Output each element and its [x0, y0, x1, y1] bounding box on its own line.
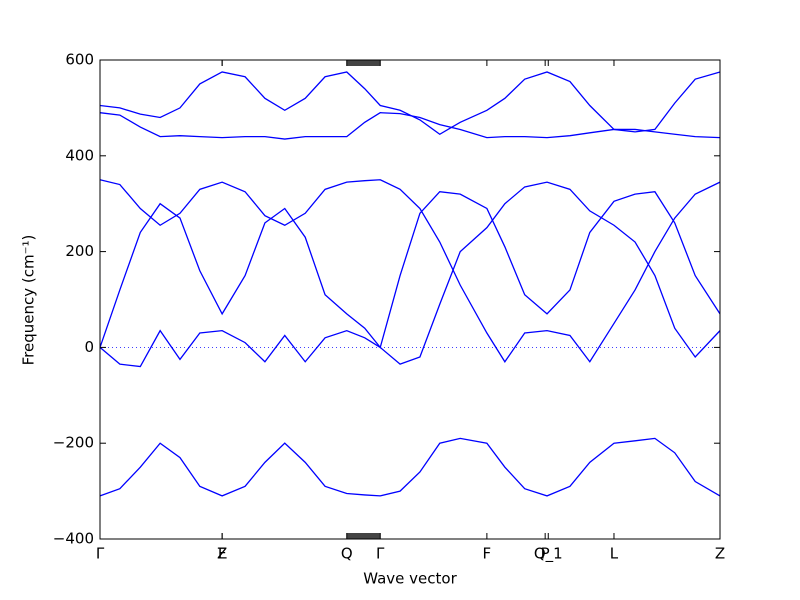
band-line [99, 112, 721, 140]
x-tick-label: L [610, 545, 619, 563]
y-tick-label: −200 [53, 434, 94, 452]
plot-frame [99, 59, 721, 540]
x-tick-label: Γ [376, 545, 385, 563]
y-tick-label: 0 [84, 338, 94, 356]
x-tick-label: Q [341, 545, 353, 563]
y-tick-label: −400 [53, 530, 94, 548]
y-tick-label: 200 [65, 242, 94, 260]
y-axis-label: Frequency (cm⁻¹) [20, 235, 38, 366]
x-tick-label: P [541, 545, 550, 563]
x-tick-label: Γ [96, 545, 105, 563]
tick-band-top [347, 60, 380, 66]
x-axis-label: Wave vector [363, 570, 457, 588]
band-line [99, 191, 721, 349]
x-tick-label: F [218, 545, 227, 563]
band-line [99, 179, 721, 363]
x-tick-label: F [483, 545, 492, 563]
x-tick-label: Q_1 [534, 545, 563, 564]
y-tick-label: 400 [65, 146, 94, 164]
x-tick-label: Z [715, 545, 725, 563]
x-tick-label: Z [217, 545, 227, 563]
band-line [99, 181, 721, 368]
y-tick-label: 600 [65, 51, 94, 69]
band-line [99, 437, 721, 497]
tick-band-bottom [347, 533, 380, 539]
